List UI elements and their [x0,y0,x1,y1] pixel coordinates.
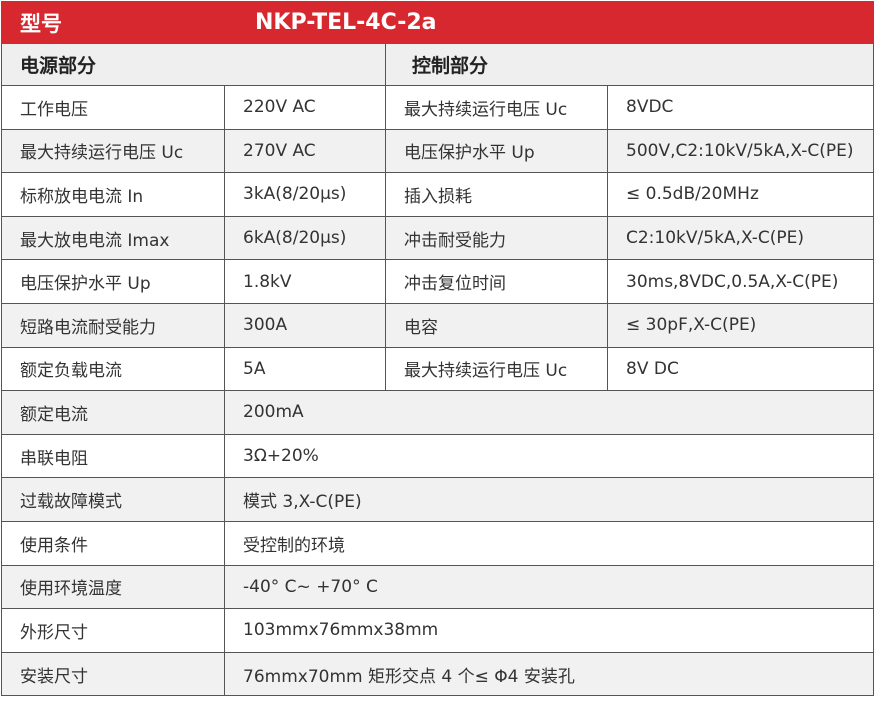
table-row: 最大持续运行电压 Uc 270V AC 电压保护水平 Up 500V,C2:10… [1,128,874,174]
spec-key: 使用环境温度 [1,564,225,610]
spec-key: 串联电阻 [1,433,225,479]
spec-value: 200mA [224,390,874,435]
spec-key: 短路电流耐受能力 [1,302,225,348]
section-header-row: 电源部分 控制部分 [1,43,874,86]
spec-value: 270V AC [224,128,386,174]
spec-value: C2:10kV/5kA,X-C(PE) [607,215,874,261]
spec-value: 220V AC [224,85,386,130]
spec-key: 最大持续运行电压 Uc [385,346,608,392]
spec-key: 外形尺寸 [1,608,225,653]
table-row: 使用条件 受控制的环境 [1,520,874,566]
spec-value: 30ms,8VDC,0.5A,X-C(PE) [607,259,874,304]
spec-key: 额定电流 [1,390,225,435]
spec-key: 最大放电电流 Imax [1,215,225,261]
spec-value: 500V,C2:10kV/5kA,X-C(PE) [607,128,874,174]
spec-value: 8VDC [607,85,874,130]
section-power: 电源部分 [1,43,386,86]
spec-value: 3kA(8/20μs) [224,172,386,217]
model-value: NKP-TEL-4C-2a [224,1,874,44]
spec-key: 使用条件 [1,520,225,566]
spec-key: 电容 [385,302,608,348]
table-row: 工作电压 220V AC 最大持续运行电压 Uc 8VDC [1,85,874,130]
table-row: 过载故障模式 模式 3,X-C(PE) [1,477,874,522]
section-control: 控制部分 [385,43,874,86]
spec-key: 最大持续运行电压 Uc [385,85,608,130]
spec-value: 3Ω+20% [224,433,874,479]
table-row: 短路电流耐受能力 300A 电容 ≤ 30pF,X-C(PE) [1,302,874,348]
model-label: 型号 [1,1,225,44]
spec-value: 模式 3,X-C(PE) [224,477,874,522]
table-row: 标称放电电流 In 3kA(8/20μs) 插入损耗 ≤ 0.5dB/20MHz [1,172,874,217]
spec-key: 标称放电电流 In [1,172,225,217]
spec-key: 冲击耐受能力 [385,215,608,261]
spec-value: 103mmx76mmx38mm [224,608,874,653]
spec-value: 6kA(8/20μs) [224,215,386,261]
spec-value: 8V DC [607,346,874,392]
spec-key: 电压保护水平 Up [385,128,608,174]
spec-value: 受控制的环境 [224,520,874,566]
spec-key: 额定负载电流 [1,346,225,392]
table-row: 外形尺寸 103mmx76mmx38mm [1,608,874,653]
table-row: 最大放电电流 Imax 6kA(8/20μs) 冲击耐受能力 C2:10kV/5… [1,215,874,261]
spec-key: 工作电压 [1,85,225,130]
spec-key: 冲击复位时间 [385,259,608,304]
spec-key: 插入损耗 [385,172,608,217]
spec-key: 电压保护水平 Up [1,259,225,304]
spec-value: ≤ 0.5dB/20MHz [607,172,874,217]
table-row: 串联电阻 3Ω+20% [1,433,874,479]
spec-value: 5A [224,346,386,392]
spec-value: 300A [224,302,386,348]
table-row: 安装尺寸 76mmx70mm 矩形交点 4 个≤ Φ4 安装孔 [1,651,874,697]
spec-key: 最大持续运行电压 Uc [1,128,225,174]
table-row: 使用环境温度 -40° C~ +70° C [1,564,874,610]
spec-value: 76mmx70mm 矩形交点 4 个≤ Φ4 安装孔 [224,651,874,697]
spec-key: 过载故障模式 [1,477,225,522]
table-row: 额定负载电流 5A 最大持续运行电压 Uc 8V DC [1,346,874,392]
table-row: 电压保护水平 Up 1.8kV 冲击复位时间 30ms,8VDC,0.5A,X-… [1,259,874,304]
spec-value: -40° C~ +70° C [224,564,874,610]
spec-value: 1.8kV [224,259,386,304]
spec-key: 安装尺寸 [1,651,225,697]
table-row: 额定电流 200mA [1,390,874,435]
spec-value: ≤ 30pF,X-C(PE) [607,302,874,348]
model-header-row: 型号 NKP-TEL-4C-2a [1,1,874,44]
